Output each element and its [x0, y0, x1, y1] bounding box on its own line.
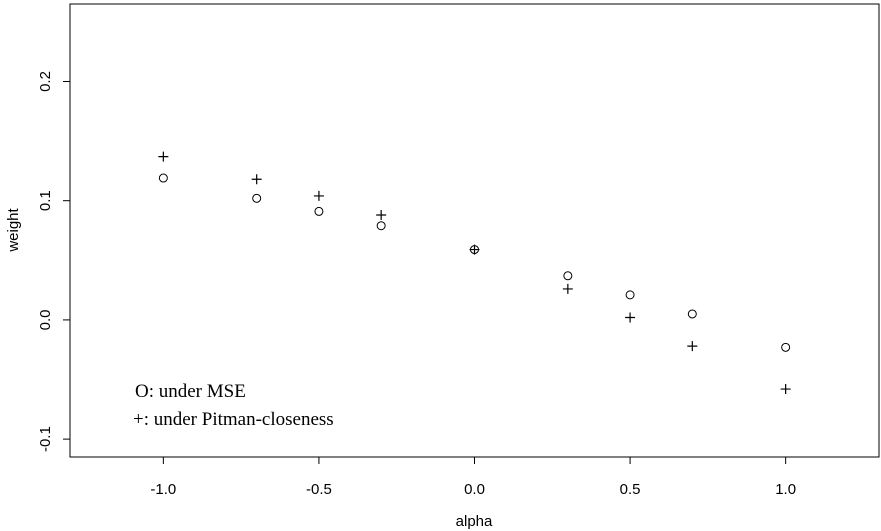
- y-axis-title: weight: [5, 207, 22, 252]
- plus-point: [158, 151, 169, 162]
- x-tick-label: -0.5: [306, 481, 332, 498]
- y-tick-label: 0.2: [37, 71, 54, 92]
- y-axis: -0.1 0.0 0.1 0.2: [37, 71, 70, 452]
- plus-point: [625, 312, 636, 323]
- x-tick-label: 0.5: [620, 481, 641, 498]
- plus-point: [251, 174, 262, 185]
- y-tick-label: 0.0: [37, 309, 54, 330]
- x-tick-label: -1.0: [150, 481, 176, 498]
- legend: O: under MSE +: under Pitman-closeness: [133, 381, 334, 430]
- x-axis: -1.0 -0.5 0.0 0.5 1.0: [150, 457, 796, 498]
- legend-entry-mse: O: under MSE: [135, 381, 246, 402]
- legend-entry-pitman: +: under Pitman-closeness: [133, 409, 334, 430]
- x-tick-label: 0.0: [464, 481, 485, 498]
- plus-point: [469, 244, 480, 255]
- circle-point: [563, 271, 573, 281]
- plus-point: [376, 210, 387, 221]
- plus-point: [313, 190, 324, 201]
- circle-point: [687, 309, 697, 319]
- circle-point: [314, 206, 324, 216]
- circle-point: [781, 342, 791, 352]
- circle-point: [625, 290, 635, 300]
- x-axis-title: alpha: [456, 513, 493, 530]
- circle-point: [252, 193, 262, 203]
- circle-point: [158, 173, 168, 183]
- data-points: [158, 151, 791, 395]
- circle-point: [376, 221, 386, 231]
- x-tick-label: 1.0: [775, 481, 796, 498]
- plus-point: [780, 384, 791, 395]
- plus-point: [687, 341, 698, 352]
- y-tick-label: -0.1: [37, 426, 54, 452]
- plus-point: [562, 283, 573, 294]
- y-tick-label: 0.1: [37, 190, 54, 211]
